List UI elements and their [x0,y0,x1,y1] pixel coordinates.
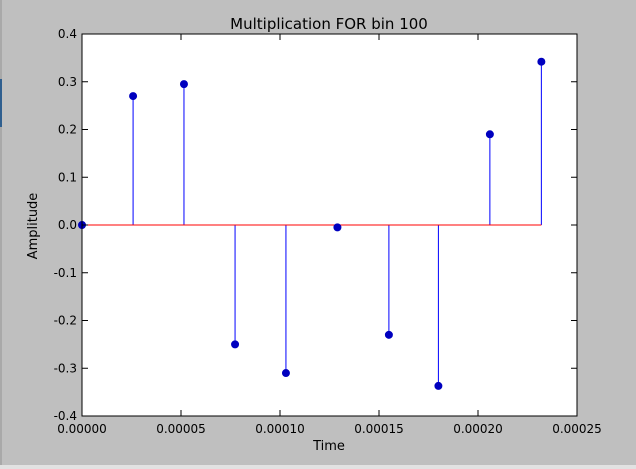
stem-marker [537,57,546,66]
y-tick-label: 0.2 [58,123,77,137]
stem-marker [333,223,342,232]
stem-marker [129,92,138,101]
x-axis-label: Time [312,439,345,454]
x-tick-label: 0.00005 [156,422,206,436]
stem-lines [132,61,542,386]
y-tick-label: 0.0 [58,218,77,232]
y-tick-label: -0.4 [54,409,77,423]
x-tick-label: 0.00025 [552,422,602,436]
stem-marker [434,381,443,390]
window-bottom-bar [0,465,636,469]
y-tick-label: -0.2 [54,314,77,328]
y-axis-label: Amplitude [26,193,41,260]
x-tick-label: 0.00000 [57,422,107,436]
y-tick-label: 0.4 [58,27,77,41]
stem-marker [281,369,290,378]
window-left-edge [0,0,2,469]
y-tick-label: -0.3 [54,361,77,375]
stem-marker [485,130,494,139]
y-axis-ticks: 0.4 0.3 0.2 0.1 0.0 -0.1 -0.2 -0.3 -0.4 [54,27,577,423]
chart-title: Multiplication FOR bin 100 [230,15,428,33]
x-tick-label: 0.00020 [453,422,503,436]
stem-marker [231,340,240,349]
x-axis-ticks: 0.00000 0.00005 0.00010 0.00015 0.00020 0.000… [57,34,602,436]
y-tick-label: 0.3 [58,75,77,89]
x-tick-label: 0.00015 [354,422,404,436]
y-tick-label: -0.1 [54,266,77,280]
window-side-tab [0,79,2,127]
stem-marker [384,330,393,339]
stem-marker [179,80,188,89]
y-tick-label: 0.1 [58,170,77,184]
x-tick-label: 0.00010 [255,422,305,436]
